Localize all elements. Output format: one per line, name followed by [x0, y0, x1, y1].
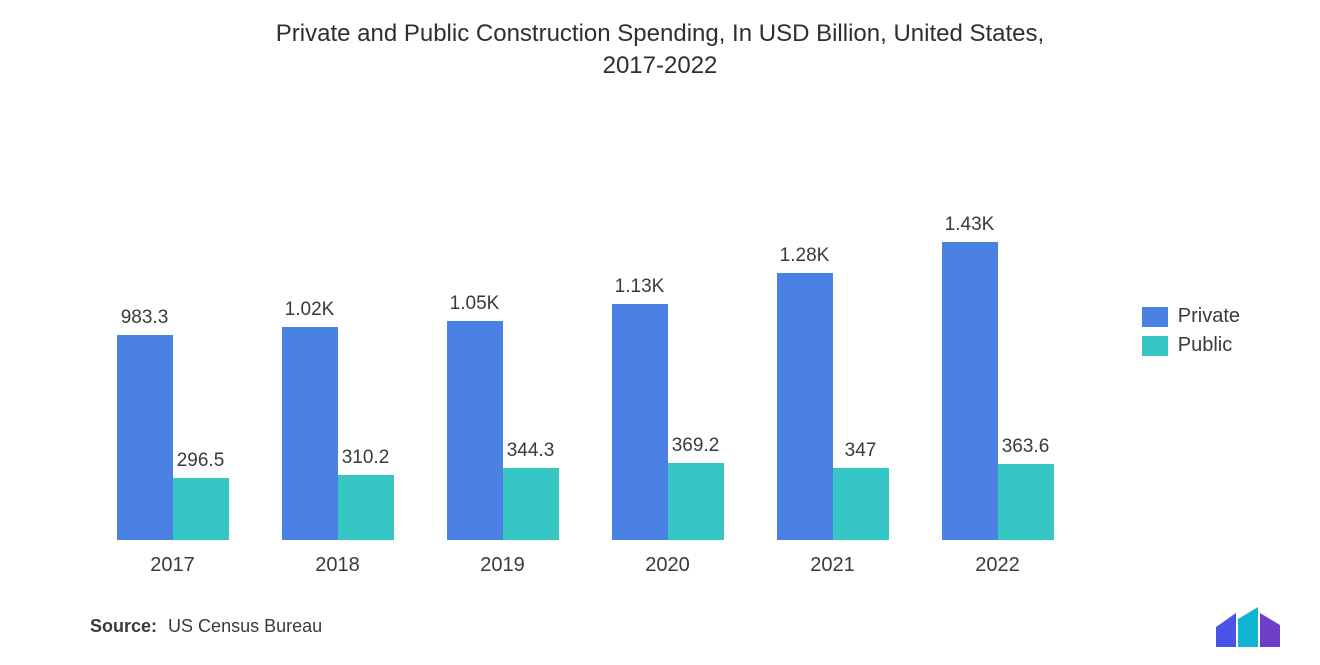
source-text: US Census Bureau: [168, 616, 322, 636]
title-line-2: 2017-2022: [603, 52, 718, 79]
chart-container: Private and Public Construction Spending…: [0, 0, 1320, 665]
source-citation: Source: US Census Bureau: [90, 616, 322, 637]
bar-value-label: 296.5: [177, 450, 225, 472]
bar-public: [998, 464, 1054, 540]
bar-private: [612, 304, 668, 540]
bar-group: 1.02K 310.2: [282, 150, 394, 540]
legend-item-public: Public: [1142, 334, 1240, 357]
bar-value-label: 310.2: [342, 447, 390, 469]
bar-value-label: 1.43K: [945, 214, 995, 236]
bar-public: [503, 468, 559, 540]
legend: Private Public: [1142, 305, 1240, 363]
x-axis-category: 2021: [810, 554, 855, 577]
bar-value-label: 363.6: [1002, 436, 1050, 458]
legend-item-private: Private: [1142, 305, 1240, 328]
bar-value-label: 1.02K: [285, 299, 335, 321]
bar-value-label: 347: [845, 440, 877, 462]
bar-public: [338, 475, 394, 540]
plot-area: 983.3 296.5 1.02K 310.2 1.05K 344.3 1.13K 369.2…: [90, 150, 1090, 540]
x-axis-category: 2022: [975, 554, 1020, 577]
bar-value-label: 983.3: [121, 307, 169, 329]
bar-group: 1.28K 347: [777, 150, 889, 540]
x-axis-category: 2017: [150, 554, 195, 577]
bar-private: [942, 242, 998, 540]
bar-private: [117, 335, 173, 540]
bar-public: [173, 478, 229, 540]
x-axis-category: 2020: [645, 554, 690, 577]
brand-logo-icon: [1214, 607, 1284, 647]
bar-value-label: 1.13K: [615, 276, 665, 298]
source-prefix: Source:: [90, 616, 157, 636]
legend-label-public: Public: [1178, 334, 1232, 357]
bar-group: 1.05K 344.3: [447, 150, 559, 540]
legend-swatch-private: [1142, 307, 1168, 327]
bar-group: 983.3 296.5: [117, 150, 229, 540]
bar-group: 1.43K 363.6: [942, 150, 1054, 540]
legend-swatch-public: [1142, 336, 1168, 356]
bar-value-label: 1.28K: [780, 245, 830, 267]
bar-private: [777, 273, 833, 540]
bar-private: [282, 327, 338, 540]
legend-label-private: Private: [1178, 305, 1240, 328]
title-line-1: Private and Public Construction Spending…: [276, 20, 1044, 47]
bar-value-label: 344.3: [507, 440, 555, 462]
x-axis-category: 2019: [480, 554, 525, 577]
bar-public: [668, 463, 724, 540]
bar-public: [833, 468, 889, 540]
bar-value-label: 369.2: [672, 435, 720, 457]
chart-title: Private and Public Construction Spending…: [0, 18, 1320, 83]
bar-group: 1.13K 369.2: [612, 150, 724, 540]
bar-private: [447, 321, 503, 540]
x-axis-category: 2018: [315, 554, 360, 577]
bar-value-label: 1.05K: [450, 293, 500, 315]
